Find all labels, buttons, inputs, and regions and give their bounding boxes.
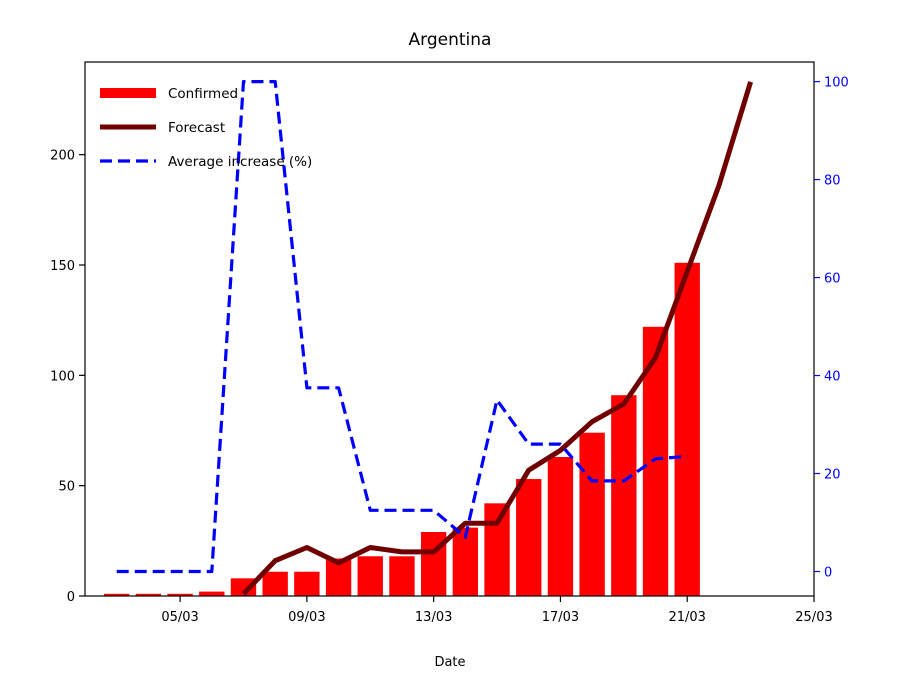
y-left-tick-label: 100 (50, 369, 75, 384)
bar-confirmed-10 (389, 556, 415, 596)
y-right-tick-label: 100 (824, 76, 849, 91)
y-right-tick-label: 80 (824, 174, 841, 189)
forecast-line (241, 81, 753, 596)
bar-confirmed-1 (104, 593, 130, 596)
x-axis: 05/03 09/03 13/03 17/03 21/03 25/03 (161, 596, 833, 625)
bars-layer (104, 262, 700, 596)
legend-swatch-confirmed (100, 88, 156, 98)
bar-confirmed-16 (579, 432, 605, 596)
bar-confirmed-5 (230, 578, 257, 596)
bar-confirmed-12 (452, 527, 479, 596)
x-tick-label: 05/03 (161, 610, 198, 625)
bar-confirmed-15 (547, 456, 574, 596)
chart-title: Argentina (409, 30, 492, 50)
legend-label: Confirmed (168, 86, 238, 102)
plot-area (84, 61, 815, 597)
bar-confirmed-7 (294, 571, 320, 596)
x-tick-label: 09/03 (288, 610, 325, 625)
y-left-tick-label: 0 (67, 590, 75, 605)
x-tick-label: 25/03 (795, 610, 832, 625)
x-tick-label: 21/03 (668, 610, 705, 625)
lines-layer (116, 79, 753, 596)
y-axis-left: 0 50 100 150 200 (50, 149, 85, 605)
legend-label: Average increase (%) (168, 154, 312, 170)
y-left-tick-label: 200 (50, 149, 75, 164)
y-left-tick-label: 50 (58, 480, 75, 495)
y-axis-right: 0 20 40 60 80 100 (814, 76, 849, 581)
average-increase-line (116, 79, 688, 574)
legend-label: Forecast (168, 120, 225, 136)
y-right-tick-label: 40 (824, 370, 841, 385)
y-right-tick-label: 20 (824, 468, 841, 483)
y-right-tick-label: 0 (824, 566, 832, 581)
bar-confirmed-14 (516, 479, 542, 596)
bar-confirmed-13 (484, 503, 510, 596)
y-left-tick-label: 150 (50, 259, 75, 274)
bar-confirmed-19 (674, 262, 700, 596)
x-axis-label: Date (434, 655, 465, 670)
legend: Confirmed Forecast Average increase (%) (100, 86, 312, 170)
bar-confirmed-6 (262, 571, 288, 596)
bar-confirmed-9 (357, 556, 383, 596)
x-tick-label: 13/03 (415, 610, 452, 625)
bar-confirmed-2 (135, 593, 162, 596)
y-right-tick-label: 60 (824, 272, 841, 287)
bar-confirmed-17 (611, 395, 637, 596)
x-tick-label: 17/03 (542, 610, 579, 625)
bar-confirmed-3 (167, 593, 193, 596)
bar-confirmed-4 (199, 591, 225, 596)
